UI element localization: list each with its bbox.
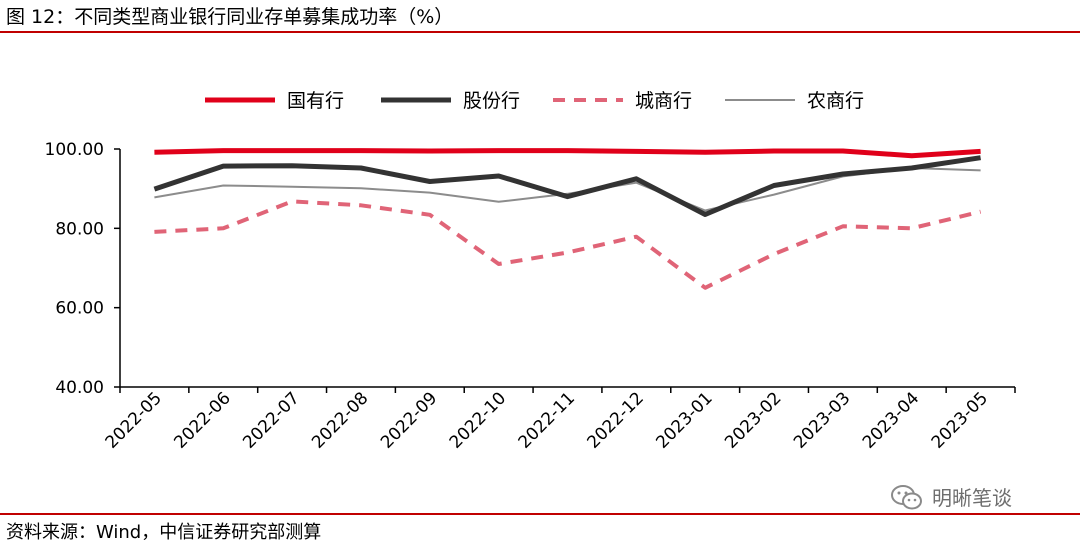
x-tick-label: 2022-10 xyxy=(446,388,510,452)
x-tick-label: 2022-06 xyxy=(170,388,234,452)
watermark: 明晰笔谈 xyxy=(890,484,1012,512)
x-tick-label: 2022-08 xyxy=(308,388,372,452)
y-tick-label: 80.00 xyxy=(55,219,104,239)
x-tick-label: 2022-09 xyxy=(377,388,441,452)
x-tick-label: 2023-02 xyxy=(721,388,785,452)
x-tick-label: 2023-05 xyxy=(928,388,992,452)
x-tick-label: 2022-11 xyxy=(515,388,579,452)
x-tick-label: 2023-01 xyxy=(652,388,716,452)
legend: 国有行 股份行 城商行 农商行 xyxy=(205,90,864,112)
y-tick-label: 40.00 xyxy=(55,378,104,398)
series-line-1 xyxy=(154,148,981,159)
legend-label: 国有行 xyxy=(287,90,344,112)
chart-title: 图 12：不同类型商业银行同业存单募集成功率（%） xyxy=(6,6,454,28)
legend-label: 农商行 xyxy=(807,90,864,112)
wechat-icon xyxy=(891,485,922,510)
y-axis: 100.00 80.00 60.00 40.00 xyxy=(45,140,121,398)
y-tick-label: 100.00 xyxy=(45,140,104,160)
y-tick-label: 60.00 xyxy=(55,299,104,319)
source-rule xyxy=(0,513,1080,515)
series-line-2 xyxy=(153,155,981,217)
legend-label: 城商行 xyxy=(635,90,692,112)
x-tick-label: 2022-05 xyxy=(102,388,166,452)
x-tick-label: 2023-04 xyxy=(859,388,923,452)
series-line-3 xyxy=(154,199,982,290)
title-rule xyxy=(0,31,1080,33)
series-group xyxy=(153,148,982,290)
x-tick-label: 2023-03 xyxy=(790,388,854,452)
x-tick-label: 2022-07 xyxy=(239,388,303,452)
line-chart: 国有行 股份行 城商行 农商行 100.00 80.00 60.00 40.00 2022-… xyxy=(45,90,1016,453)
x-axis: 2022-05 2022-06 2022-07 2022-08 2022-09 2022-… xyxy=(102,386,1016,453)
x-tick-label: 2022-12 xyxy=(584,388,648,452)
source-note: 资料来源：Wind，中信证券研究部测算 xyxy=(6,522,322,543)
watermark-text: 明晰笔谈 xyxy=(932,486,1012,510)
legend-label: 股份行 xyxy=(463,90,520,112)
